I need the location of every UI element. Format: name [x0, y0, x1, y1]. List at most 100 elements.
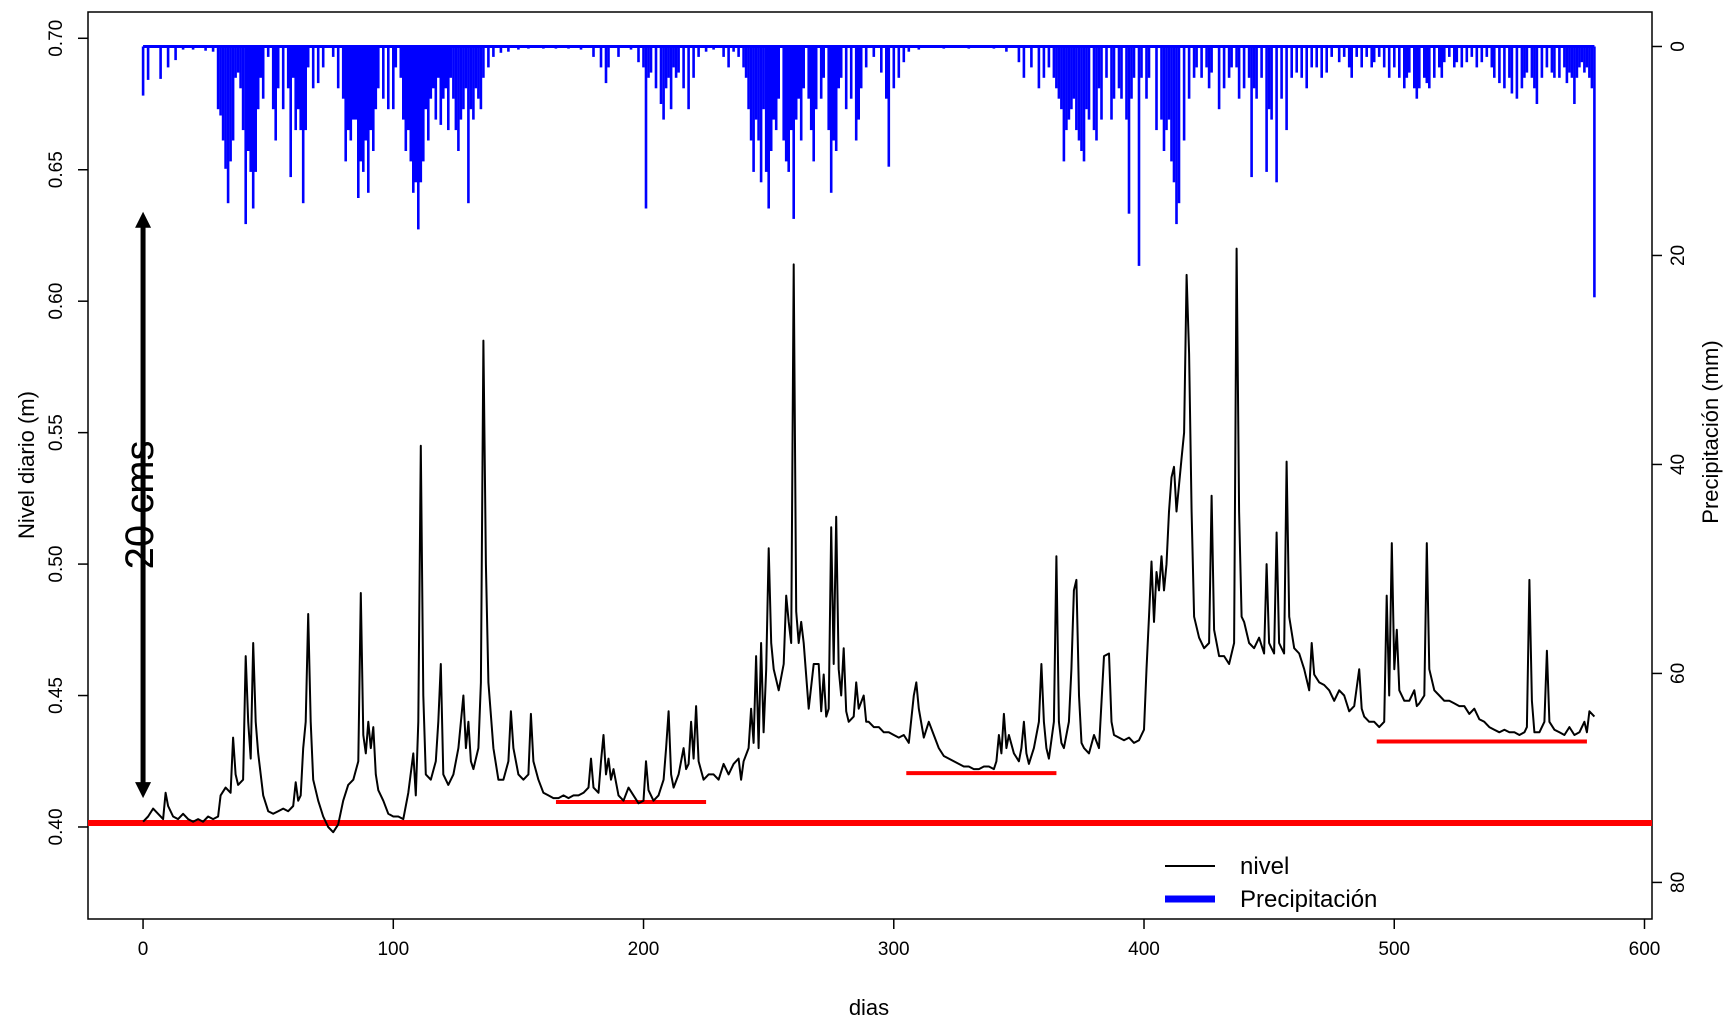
precip-bar: [767, 46, 770, 209]
precip-bar: [599, 46, 603, 68]
y-tick-label: 0.50: [46, 546, 67, 583]
precip-bar: [304, 46, 307, 131]
precip-bar: [872, 46, 876, 57]
precip-bar: [204, 46, 207, 51]
legend-label-nivel: nivel: [1240, 853, 1289, 880]
precip-bar: [1195, 46, 1198, 68]
precip-bar: [1510, 46, 1514, 94]
precip-bar: [1523, 46, 1526, 78]
precipitation-bars: [141, 44, 1596, 298]
y2-tick-label: 80: [1668, 872, 1689, 893]
y2-tick-label: 60: [1668, 663, 1689, 684]
precip-bar: [787, 46, 790, 172]
precip-bar: [744, 46, 748, 78]
precip-bar: [1580, 46, 1584, 63]
precip-bar: [1052, 46, 1056, 78]
precip-bar: [649, 46, 653, 73]
precip-bar: [1087, 46, 1091, 120]
precip-bar: [1092, 46, 1096, 131]
precip-bar: [1530, 46, 1534, 78]
precip-bar: [864, 46, 868, 68]
x-axis-title: dias: [849, 995, 889, 1018]
precip-bar: [266, 46, 270, 57]
precip-bar: [499, 46, 503, 53]
precip-bar: [291, 46, 295, 78]
precip-bar: [1578, 46, 1581, 68]
precip-bar: [1498, 46, 1501, 84]
precip-bar: [1550, 46, 1554, 73]
precip-bar: [1280, 46, 1283, 99]
precip-bar: [429, 46, 433, 99]
precip-bar: [732, 46, 735, 52]
precip-bar: [737, 46, 740, 57]
precip-bar: [226, 46, 230, 204]
precip-bar: [439, 46, 443, 125]
precip-bar: [141, 46, 145, 96]
reference-lines: [88, 739, 1652, 827]
precip-bar: [772, 46, 775, 120]
precip-bar: [467, 46, 470, 204]
precip-bar: [579, 46, 583, 50]
precip-bar: [839, 46, 843, 78]
precip-bar: [487, 46, 490, 68]
precip-bar: [1252, 46, 1256, 89]
y2-tick-label: 40: [1668, 454, 1689, 475]
precip-bar: [1540, 46, 1544, 78]
precip-bar: [422, 46, 425, 162]
precip-bar: [802, 46, 805, 89]
precip-bar: [1545, 46, 1549, 68]
annotation-label: 20 cms: [118, 440, 162, 569]
precip-bar: [1433, 46, 1436, 78]
x-tick-label: 500: [1378, 939, 1410, 960]
precip-bar: [1255, 46, 1258, 99]
precip-bar: [799, 46, 803, 141]
precip-bar: [827, 46, 830, 131]
precip-bar: [697, 46, 700, 57]
precip-bar: [392, 46, 395, 110]
x-tick-label: 200: [628, 939, 660, 960]
precip-bar: [1130, 46, 1133, 99]
precip-bar: [1485, 46, 1489, 57]
legend-label-precipitacion: Precipitación: [1240, 886, 1377, 913]
precip-bar: [344, 46, 347, 162]
precip-bar: [792, 46, 795, 219]
precip-bar: [885, 46, 888, 99]
precip-bar: [374, 46, 378, 110]
precip-bar: [1267, 46, 1271, 110]
precip-bar: [276, 46, 280, 89]
precip-bar: [409, 46, 413, 162]
y-tick-label: 0.70: [46, 20, 67, 57]
precip-bar: [682, 46, 685, 89]
precip-bar: [819, 46, 823, 99]
precip-bar: [459, 46, 463, 120]
precip-bar: [1162, 46, 1166, 151]
y2-tick-label: 20: [1668, 245, 1689, 266]
precip-bar: [244, 46, 247, 225]
precip-bar: [321, 46, 325, 68]
y-tick-label: 0.65: [46, 151, 67, 188]
precip-bar: [1085, 46, 1088, 110]
precip-bar: [444, 46, 448, 89]
precip-bar: [774, 46, 778, 131]
precip-bar: [174, 46, 177, 61]
precip-bar: [289, 46, 292, 178]
precip-bar: [1365, 46, 1368, 57]
precip-bar: [1247, 46, 1251, 78]
legend: nivel Precipitación: [1165, 853, 1377, 913]
precip-bar: [449, 46, 453, 78]
precip-bar: [369, 46, 373, 131]
precip-bar: [907, 46, 911, 52]
precip-bar: [1508, 46, 1511, 78]
precip-bar: [1525, 46, 1529, 73]
precip-bar: [1570, 46, 1574, 78]
precip-bar: [654, 46, 658, 89]
precip-bar: [1453, 46, 1456, 68]
precip-bar: [1285, 46, 1288, 131]
precip-bar: [754, 46, 758, 120]
precip-bar: [1387, 46, 1391, 78]
precip-bar: [191, 46, 195, 50]
precip-bar: [1355, 46, 1358, 57]
precip-bar: [346, 46, 350, 131]
precip-bar: [1455, 46, 1459, 63]
